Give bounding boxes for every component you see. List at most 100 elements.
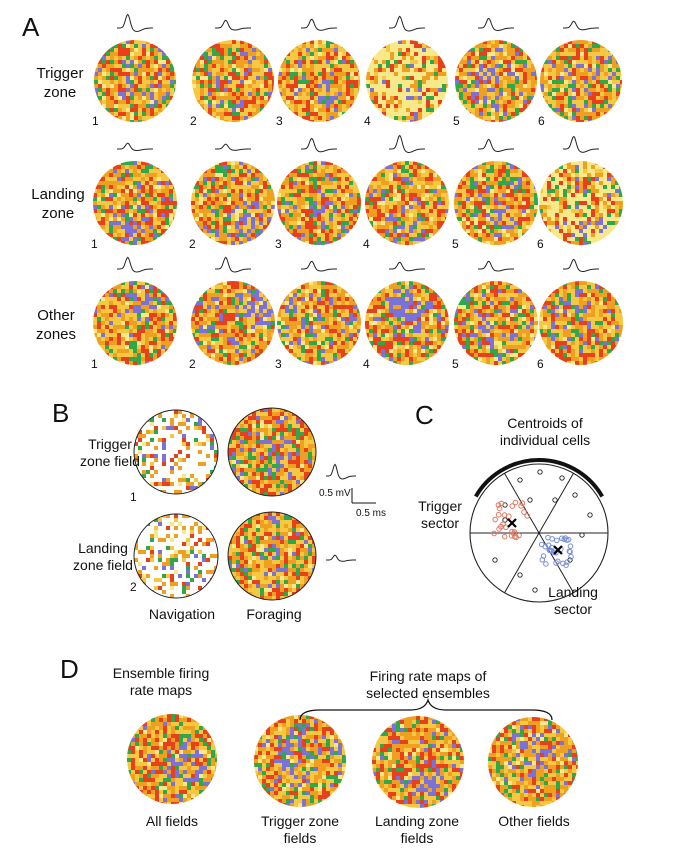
ensemble-map-landing-fields <box>372 716 464 808</box>
ensemble-map-trigger-fields <box>254 715 346 807</box>
rate-map-row3-cell6 <box>539 281 623 365</box>
trigger-zone-fields-label: Trigger zone fields <box>245 813 355 847</box>
map-number: 2 <box>189 237 196 251</box>
trigger-sector-label: Trigger sector <box>410 498 470 532</box>
row-label-line1: Landing <box>31 186 85 203</box>
label-line1: Landing <box>78 540 128 556</box>
label-line1: Other fields <box>498 813 570 829</box>
rate-map-row3-cell1 <box>93 281 177 365</box>
label-line2: sector <box>553 601 593 617</box>
title-line2: individual cells <box>499 432 591 448</box>
map-number: 1 <box>91 237 98 251</box>
panel-d-letter: D <box>60 654 79 684</box>
title-line2: rate maps <box>129 682 193 698</box>
foraging-map-landing <box>228 512 316 600</box>
landing-zone-fields-label: Landing zone fields <box>362 813 472 847</box>
waveform-row1-cell5 <box>478 17 514 31</box>
ensemble-map-all-fields <box>127 714 217 804</box>
label-line2: fields <box>283 830 317 846</box>
title-line2: selected ensembles <box>366 685 490 701</box>
label-line1: Landing zone <box>374 813 460 829</box>
waveform-row3-cell3 <box>301 260 337 272</box>
title-line1: Centroids of <box>507 415 583 431</box>
row-label-line2: zone <box>43 84 77 101</box>
rate-map-row2-cell2 <box>191 161 275 245</box>
label-line1: Landing <box>548 584 598 600</box>
centroids-title: Centroids of individual cells <box>470 415 620 449</box>
selected-ensembles-title: Firing rate maps of selected ensembles <box>340 668 516 702</box>
map-number: 4 <box>363 357 370 371</box>
waveform-row1-cell4 <box>389 15 425 32</box>
map-number: 3 <box>275 237 282 251</box>
sector-diagram <box>469 458 609 603</box>
waveform-row1-cell3 <box>301 18 337 31</box>
rate-map-row2-cell1 <box>93 161 177 245</box>
rate-map-row3-cell5 <box>454 281 538 365</box>
foraging-label: Foraging <box>246 606 302 622</box>
map-number: 3 <box>275 357 282 371</box>
waveforms-layer <box>117 13 599 562</box>
scale-bar <box>351 488 376 504</box>
rate-map-row3-cell4 <box>365 281 449 365</box>
row-label-trigger-zone: Trigger zone <box>20 64 100 102</box>
map-number: 5 <box>452 357 459 371</box>
panel-b-num-2: 2 <box>130 580 137 594</box>
map-number: 2 <box>190 114 197 128</box>
scale-mv-label: 0.5 mV <box>319 488 351 499</box>
label-line2: fields <box>400 830 434 846</box>
row-label-landing-zone: Landing zone <box>18 185 98 223</box>
waveform-row3-cell6 <box>563 258 599 272</box>
waveform-row3-cell2 <box>215 256 251 273</box>
navigation-label: Navigation <box>148 606 216 622</box>
row-label-line1: Trigger <box>36 65 84 82</box>
panel-b-letter: B <box>52 398 70 428</box>
landing-zone-field-label: Landing zone field <box>62 540 144 574</box>
waveform-row2-cell1 <box>117 142 153 151</box>
waveform-row2-cell6 <box>563 135 599 153</box>
ensemble-map-other-fields <box>488 717 578 807</box>
waveform-row1-cell2 <box>215 19 251 31</box>
map-number: 1 <box>92 114 99 128</box>
row-label-line2: zone <box>41 205 75 222</box>
map-number: 6 <box>537 237 544 251</box>
map-number: 5 <box>452 237 459 251</box>
rate-map-row1-cell1 <box>94 40 176 122</box>
waveform-landing-field <box>326 554 356 562</box>
landing-sector-label: Landing sector <box>538 584 608 618</box>
waveform-row3-cell5 <box>478 260 514 272</box>
map-number: 4 <box>364 114 371 128</box>
waveform-row2-cell5 <box>478 138 514 152</box>
rate-map-row1-cell4 <box>366 40 448 122</box>
rate-map-row2-cell3 <box>277 161 361 245</box>
label-line1: Trigger <box>88 436 132 452</box>
waveform-row1-cell6 <box>563 20 599 31</box>
map-number: 3 <box>276 114 283 128</box>
rate-map-row3-cell2 <box>191 281 275 365</box>
row-label-other-zones: Other zones <box>16 306 96 344</box>
panel-c-letter: C <box>415 400 434 430</box>
label-line2: zone field <box>73 557 133 573</box>
map-number: 1 <box>91 357 98 371</box>
rate-map-row3-cell3 <box>277 281 361 365</box>
rate-map-row1-cell2 <box>192 40 274 122</box>
waveform-row2-cell4 <box>389 134 425 154</box>
label-line1: Trigger zone <box>260 813 340 829</box>
map-number: 2 <box>189 357 196 371</box>
rate-map-row1-cell6 <box>540 40 622 122</box>
waveform-row2-cell3 <box>301 137 337 153</box>
scale-ms-label: 0.5 ms <box>356 508 387 519</box>
ensemble-maps-title: Ensemble firing rate maps <box>96 665 226 699</box>
rate-map-row2-cell5 <box>454 161 538 245</box>
rate-map-row1-cell3 <box>278 40 360 122</box>
label-line2: sector <box>420 515 460 531</box>
label-line1: All fields <box>145 813 199 829</box>
all-fields-label: All fields <box>120 813 224 830</box>
trigger-zone-field-label: Trigger zone field <box>70 436 150 470</box>
title-line1: Ensemble firing <box>112 665 210 681</box>
label-line2: zone field <box>80 453 140 469</box>
map-number: 6 <box>538 114 545 128</box>
selected-ensembles-brace <box>299 697 553 721</box>
rate-map-row2-cell6 <box>539 161 623 245</box>
row-label-line1: Other <box>37 307 75 324</box>
